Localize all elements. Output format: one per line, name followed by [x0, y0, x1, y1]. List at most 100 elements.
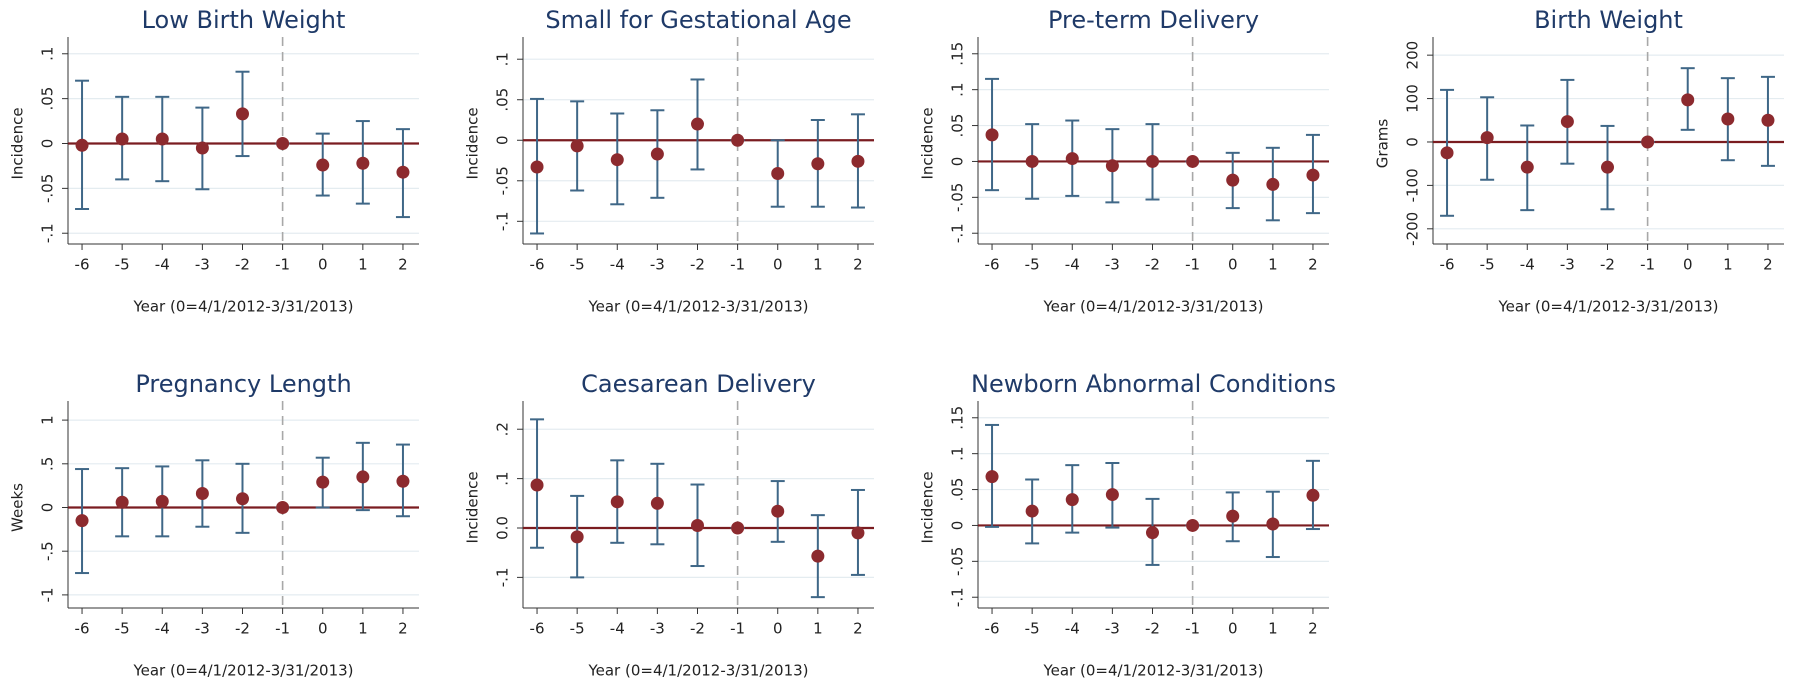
panel: Birth Weight -200 -100 0 100 200 -6 -5 -4 -3 -2 -1 0… — [1374, 6, 1784, 316]
point-estimate — [115, 132, 129, 146]
y-tick-label: 0 — [39, 503, 57, 513]
x-tick-label: -3 — [1105, 256, 1120, 274]
x-tick-label: -6 — [985, 620, 1000, 638]
x-tick-label: 0 — [1228, 620, 1238, 638]
panel-title: Pre-term Delivery — [1048, 6, 1259, 34]
point-estimate — [75, 138, 89, 152]
point-estimate — [316, 158, 330, 172]
x-tick-label: -2 — [1145, 256, 1160, 274]
panel: Small for Gestational Age -.1 -.05 0 .05 .1 -6… — [464, 6, 874, 316]
y-tick-label: -.1 — [494, 568, 512, 588]
point-estimate — [1226, 509, 1240, 523]
point-estimate — [1025, 504, 1039, 518]
x-tick-label: -6 — [985, 256, 1000, 274]
x-tick-label: 2 — [1763, 256, 1773, 274]
y-axis-label: Incidence — [9, 107, 27, 179]
point-estimate — [1186, 518, 1200, 532]
panel: Newborn Abnormal Conditions -.1 -.05 0 .05 .1… — [919, 370, 1336, 680]
x-tick-label: 0 — [773, 256, 783, 274]
panel-title: Birth Weight — [1534, 6, 1683, 34]
point-estimate — [1105, 159, 1119, 173]
panel: Pregnancy Length -1 -.5 0 .5 1 -6 -5 -4 -3 -2 -1 0 1 2… — [9, 370, 419, 680]
y-tick-label: 0 — [1404, 137, 1422, 147]
x-tick-label: -3 — [195, 620, 210, 638]
x-tick-label: -2 — [1145, 620, 1160, 638]
y-tick-label: .05 — [949, 114, 967, 138]
point-estimate — [1065, 493, 1079, 507]
x-tick-label: -3 — [1560, 256, 1575, 274]
point-estimate — [771, 166, 785, 180]
point-estimate — [985, 128, 999, 142]
x-tick-label: -5 — [115, 256, 130, 274]
x-tick-label: -2 — [235, 620, 250, 638]
point-estimate — [1560, 115, 1574, 129]
x-axis-label: Year (0=4/1/2012-3/31/2013) — [1497, 298, 1718, 316]
x-tick-label: -2 — [1600, 256, 1615, 274]
y-tick-label: -100 — [1404, 168, 1422, 202]
x-tick-label: -1 — [1185, 620, 1200, 638]
point-estimate — [1025, 154, 1039, 168]
point-estimate — [530, 160, 544, 174]
point-estimate — [1761, 113, 1775, 127]
point-estimate — [1266, 517, 1280, 531]
x-tick-label: -6 — [75, 620, 90, 638]
point-estimate — [396, 165, 410, 179]
point-estimate — [235, 107, 249, 121]
y-tick-label: -.05 — [494, 166, 512, 195]
point-estimate — [811, 549, 825, 563]
y-tick-label: 200 — [1404, 41, 1422, 70]
point-estimate — [1145, 154, 1159, 168]
x-tick-label: -6 — [1440, 256, 1455, 274]
x-tick-label: -6 — [530, 620, 545, 638]
y-axis-label: Incidence — [919, 107, 937, 179]
x-tick-label: -1 — [1185, 256, 1200, 274]
x-tick-label: 2 — [1308, 256, 1318, 274]
y-tick-label: -.05 — [39, 174, 57, 203]
x-tick-label: -4 — [155, 620, 170, 638]
y-tick-label: .15 — [949, 42, 967, 66]
x-axis-label: Year (0=4/1/2012-3/31/2013) — [587, 298, 808, 316]
point-estimate — [155, 494, 169, 508]
point-estimate — [1105, 488, 1119, 502]
x-axis-label: Year (0=4/1/2012-3/31/2013) — [1042, 298, 1263, 316]
x-tick-label: 0 — [773, 620, 783, 638]
point-estimate — [155, 132, 169, 146]
y-tick-label: .05 — [949, 478, 967, 502]
point-estimate — [276, 137, 290, 150]
x-tick-label: -3 — [195, 256, 210, 274]
point-estimate — [570, 139, 584, 153]
y-tick-label: -.1 — [949, 587, 967, 607]
x-tick-label: -4 — [1520, 256, 1535, 274]
y-tick-label: .15 — [949, 406, 967, 430]
point-estimate — [1266, 177, 1280, 191]
point-estimate — [851, 154, 865, 168]
y-tick-label: .1 — [494, 52, 512, 66]
x-tick-label: 0 — [1683, 256, 1693, 274]
point-estimate — [1721, 112, 1735, 126]
panel: Caesarean Delivery -.1 0.0 .1 .2 -6 -5 -4 -3 -2 -1… — [464, 370, 874, 680]
x-tick-label: -4 — [1065, 620, 1080, 638]
y-tick-label: 0 — [494, 135, 512, 145]
x-tick-label: 2 — [398, 620, 408, 638]
x-tick-label: -2 — [690, 620, 705, 638]
x-tick-label: 0 — [1228, 256, 1238, 274]
point-estimate — [1520, 160, 1534, 174]
x-tick-label: -1 — [1640, 256, 1655, 274]
x-tick-label: -2 — [690, 256, 705, 274]
point-estimate — [1226, 173, 1240, 187]
y-tick-label: 100 — [1404, 84, 1422, 113]
panel-title: Caesarean Delivery — [581, 370, 816, 398]
y-tick-label: .5 — [39, 457, 57, 471]
x-axis-label: Year (0=4/1/2012-3/31/2013) — [132, 662, 353, 680]
y-axis-label: Incidence — [464, 471, 482, 543]
x-tick-label: -1 — [275, 620, 290, 638]
point-estimate — [811, 157, 825, 171]
y-tick-label: -.1 — [494, 211, 512, 231]
point-estimate — [356, 156, 370, 170]
point-estimate — [650, 496, 664, 510]
point-estimate — [610, 495, 624, 509]
point-estimate — [1480, 131, 1494, 145]
point-estimate — [1306, 488, 1320, 502]
